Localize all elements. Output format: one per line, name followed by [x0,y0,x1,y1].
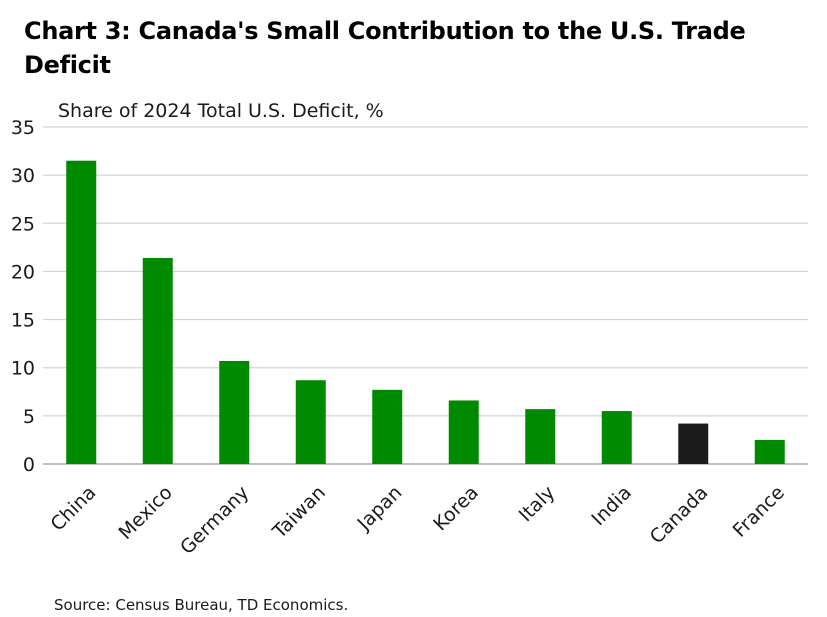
y-tick-label: 35 [11,117,35,139]
x-tick-label-japan: Japan [353,482,407,536]
x-tick-label-china: China [46,482,100,536]
y-tick-label: 25 [11,213,35,235]
y-tick-label: 20 [11,261,35,283]
x-tick-label-italy: Italy [515,482,560,527]
source-note: Source: Census Bureau, TD Economics. [54,596,349,614]
bar-india [601,411,632,464]
y-tick-label: 10 [11,358,35,380]
x-tick-label-canada: Canada [646,482,713,549]
bar-korea [448,400,479,464]
bar-taiwan [295,380,326,464]
x-tick-label-germany: Germany [176,482,253,559]
bars [66,160,785,464]
bar-china [66,160,97,464]
bar-canada [678,423,709,464]
x-axis-labels: China Mexico Germany Taiwan Japan Korea Italy I… [46,482,788,559]
x-tick-label-korea: Korea [429,482,483,536]
bar-italy [525,409,556,464]
x-tick-label-taiwan: Taiwan [268,482,330,544]
chart-title: Chart 3: Canada's Small Contribution to … [24,17,746,79]
x-tick-label-france: France [729,482,789,542]
x-tick-label-mexico: Mexico [114,482,176,544]
x-tick-label-india: India [587,482,636,531]
chart-subtitle: Share of 2024 Total U.S. Deficit, % [58,100,384,122]
bar-germany [219,360,250,464]
y-tick-label: 5 [23,406,35,428]
bar-france [754,439,785,464]
y-tick-label: 0 [23,454,35,476]
bar-japan [372,389,403,464]
y-tick-label: 30 [11,165,35,187]
y-tick-label: 15 [11,310,35,332]
y-axis-ticks: 0 5 10 15 20 25 30 35 [11,117,35,476]
bar-mexico [142,257,173,464]
